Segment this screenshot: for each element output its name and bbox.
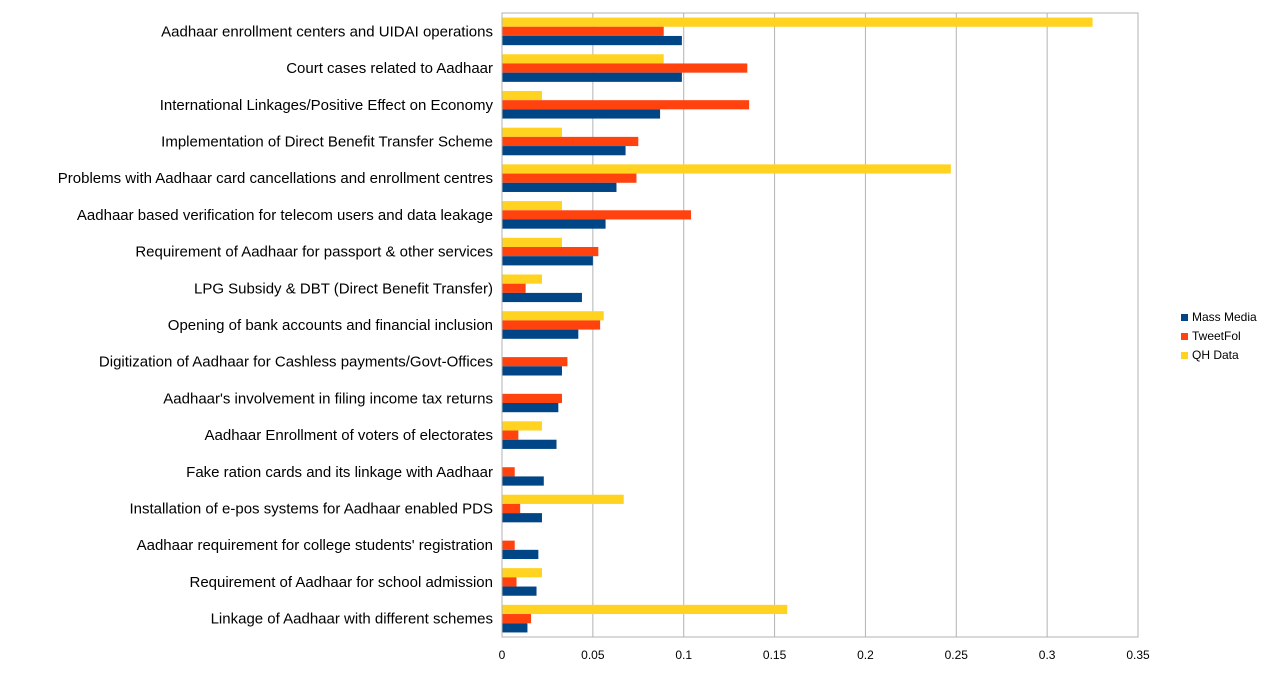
bar-tweetfol — [502, 136, 639, 147]
bar-tweetfol — [502, 173, 637, 183]
bar-tweetfol — [502, 540, 515, 550]
category-label: LPG Subsidy & DBT (Direct Benefit Transf… — [194, 280, 493, 297]
bar-mass-media — [502, 623, 528, 633]
legend-label: QH Data — [1192, 348, 1239, 362]
bar-tweetfol — [502, 503, 521, 514]
bar-mass-media — [502, 182, 617, 192]
legend-swatch-mass-media — [1181, 314, 1188, 321]
bar-qh-data — [502, 311, 604, 321]
bar-qh-data — [502, 54, 664, 64]
bar-mass-media — [502, 35, 682, 46]
category-label: Problems with Aadhaar card cancellations… — [58, 170, 493, 187]
bar-qh-data — [502, 421, 542, 431]
bar-mass-media — [502, 72, 682, 82]
category-label: Aadhaar enrollment centers and UIDAI ope… — [161, 23, 493, 40]
bar-qh-data — [502, 164, 951, 174]
x-tick-label: 0.15 — [763, 648, 787, 662]
category-label: Aadhaar Enrollment of voters of electora… — [205, 427, 494, 444]
bar-mass-media — [502, 439, 557, 449]
bar-tweetfol — [502, 246, 599, 257]
category-label: Aadhaar's involvement in filing income t… — [163, 390, 493, 407]
category-label: Implementation of Direct Benefit Transfe… — [161, 133, 493, 150]
bar-qh-data — [502, 201, 562, 211]
bar-tweetfol — [502, 26, 664, 36]
x-tick-label: 0.25 — [945, 648, 969, 662]
bar-qh-data — [502, 237, 562, 247]
x-tick-label: 0.05 — [581, 648, 605, 662]
category-label: Aadhaar based verification for telecom u… — [77, 207, 493, 224]
bar-tweetfol — [502, 357, 568, 367]
x-tick-label: 0.2 — [857, 648, 874, 662]
x-tick-label: 0 — [499, 648, 506, 662]
bar-qh-data — [502, 568, 542, 578]
x-tick-label: 0.1 — [675, 648, 692, 662]
legend-swatch-tweetfol — [1181, 333, 1188, 340]
bar-mass-media — [502, 476, 544, 486]
bar-tweetfol — [502, 614, 532, 624]
legend-label: TweetFol — [1192, 329, 1241, 343]
bar-tweetfol — [502, 467, 515, 477]
bar-mass-media — [502, 329, 579, 339]
bar-qh-data — [502, 127, 562, 137]
x-tick-label: 0.3 — [1039, 648, 1056, 662]
bar-mass-media — [502, 549, 539, 560]
bar-tweetfol — [502, 577, 517, 587]
bar-tweetfol — [502, 430, 519, 440]
category-label: Fake ration cards and its linkage with A… — [186, 464, 493, 481]
category-label: Requirement of Aadhaar for passport & ot… — [135, 244, 493, 261]
bar-mass-media — [502, 219, 606, 229]
bar-qh-data — [502, 274, 542, 284]
bar-mass-media — [502, 586, 537, 596]
category-label: Linkage of Aadhaar with different scheme… — [211, 611, 493, 628]
x-tick-label: 0.35 — [1126, 648, 1150, 662]
category-label: Installation of e-pos systems for Aadhaa… — [129, 501, 493, 518]
category-label: Aadhaar requirement for college students… — [137, 537, 493, 554]
bar-mass-media — [502, 366, 562, 376]
legend-label: Mass Media — [1192, 310, 1257, 324]
bar-qh-data — [502, 90, 542, 101]
bar-tweetfol — [502, 283, 526, 293]
bar-mass-media — [502, 146, 626, 156]
category-label: Court cases related to Aadhaar — [286, 60, 493, 77]
category-label: Digitization of Aadhaar for Cashless pay… — [99, 354, 493, 371]
bar-mass-media — [502, 256, 593, 266]
bar-mass-media — [502, 403, 559, 413]
category-label: Requirement of Aadhaar for school admiss… — [189, 574, 493, 591]
category-label: Opening of bank accounts and financial i… — [168, 317, 493, 334]
legend-swatch-qh-data — [1181, 352, 1188, 359]
bar-mass-media — [502, 513, 542, 523]
bar-tweetfol — [502, 100, 750, 110]
bar-tweetfol — [502, 393, 562, 404]
bar-tweetfol — [502, 63, 748, 73]
bar-tweetfol — [502, 210, 691, 220]
category-label: International Linkages/Positive Effect o… — [160, 97, 494, 114]
bar-qh-data — [502, 17, 1093, 27]
bar-qh-data — [502, 494, 624, 504]
bar-qh-data — [502, 604, 788, 615]
bar-tweetfol — [502, 320, 601, 330]
bar-mass-media — [502, 292, 582, 303]
bar-mass-media — [502, 109, 661, 119]
